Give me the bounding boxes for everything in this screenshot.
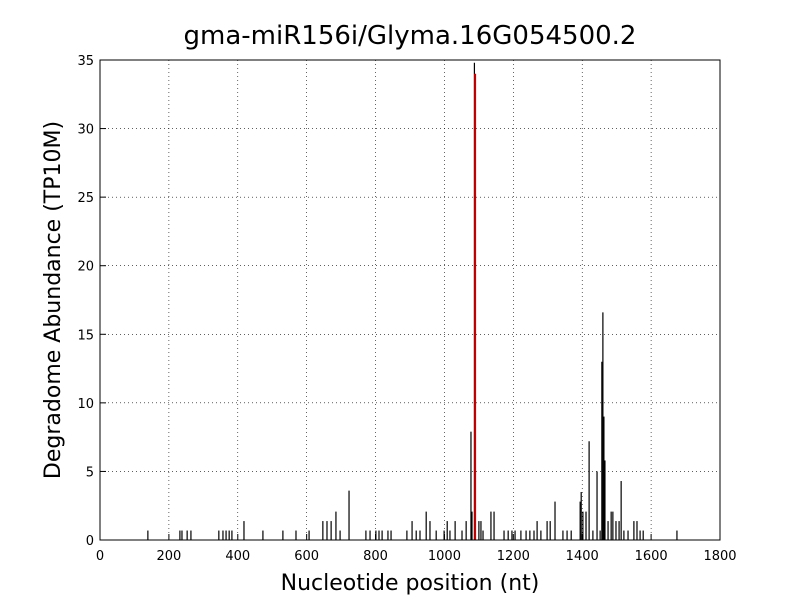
plot-frame [99,59,721,541]
x-axis-label: Nucleotide position (nt) [281,571,540,596]
y-axis-label: Degradome Abundance (TP10M) [41,121,66,479]
x-tick-label: 1400 [566,549,599,564]
x-tick-label: 1800 [703,549,736,564]
x-tick-label: 200 [156,549,181,564]
y-tick-label: 35 [77,54,94,69]
chart-title: gma-miR156i/Glyma.16G054500.2 [184,21,637,51]
y-tick-label: 15 [77,328,94,343]
y-tick-label: 25 [77,191,94,206]
x-tick-label: 400 [225,549,250,564]
y-tick-label: 5 [86,465,94,480]
x-tick-label: 1200 [497,549,530,564]
x-tick-label: 0 [96,549,104,564]
x-tick-label: 800 [363,549,388,564]
x-tick-label: 1600 [635,549,668,564]
x-tick-label: 600 [294,549,319,564]
y-tick-label: 30 [77,123,94,138]
y-tick-label: 0 [86,534,94,549]
y-tick-label: 10 [77,397,94,412]
y-tick-label: 20 [77,260,94,275]
x-tick-label: 1000 [428,549,461,564]
